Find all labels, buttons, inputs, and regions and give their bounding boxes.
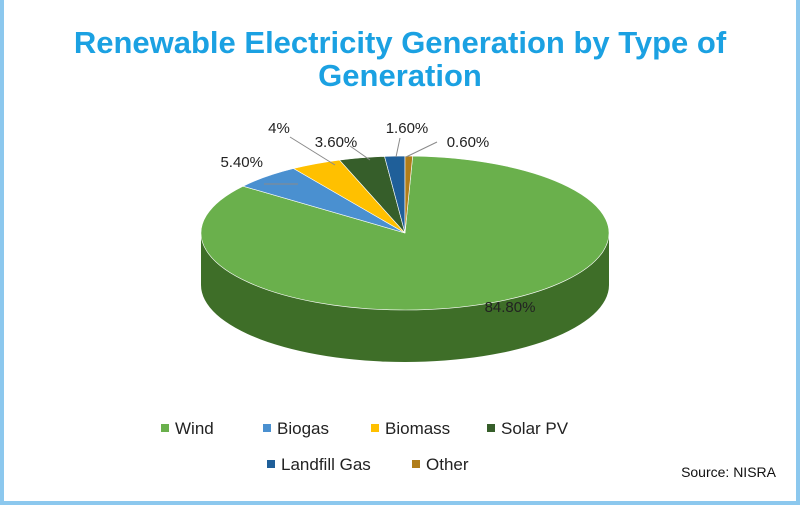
data-label-biogas: 5.40% — [220, 154, 263, 171]
data-label-wind: 84.80% — [485, 299, 536, 316]
legend-label-wind: Wind — [175, 419, 214, 438]
legend-swatch-wind — [161, 424, 169, 432]
legend-label-landfill-gas: Landfill Gas — [281, 455, 371, 474]
legend-label-other: Other — [426, 455, 469, 474]
legend-swatch-solar-pv — [487, 424, 495, 432]
data-label-other: 0.60% — [447, 134, 490, 151]
source-note: Source: NISRA — [681, 464, 776, 480]
pie-side-wind — [201, 233, 609, 362]
legend-label-biomass: Biomass — [385, 419, 450, 438]
data-label-landfill-gas: 1.60% — [386, 120, 429, 137]
chart-title: Renewable Electricity Generation by Type… — [73, 25, 727, 93]
legend-swatch-biomass — [371, 424, 379, 432]
legend-swatch-biogas — [263, 424, 271, 432]
data-label-biomass: 4% — [268, 120, 290, 137]
leader-line-solar-pv — [349, 145, 371, 161]
data-label-solar-pv: 3.60% — [315, 134, 358, 151]
legend-swatch-landfill-gas — [267, 460, 275, 468]
legend-swatch-other — [412, 460, 420, 468]
leader-line-biomass — [289, 136, 336, 166]
legend-label-biogas: Biogas — [277, 419, 329, 438]
legend-label-solar-pv: Solar PV — [501, 419, 569, 438]
leader-line-landfill-gas — [395, 137, 401, 158]
leader-line-other — [405, 141, 438, 158]
